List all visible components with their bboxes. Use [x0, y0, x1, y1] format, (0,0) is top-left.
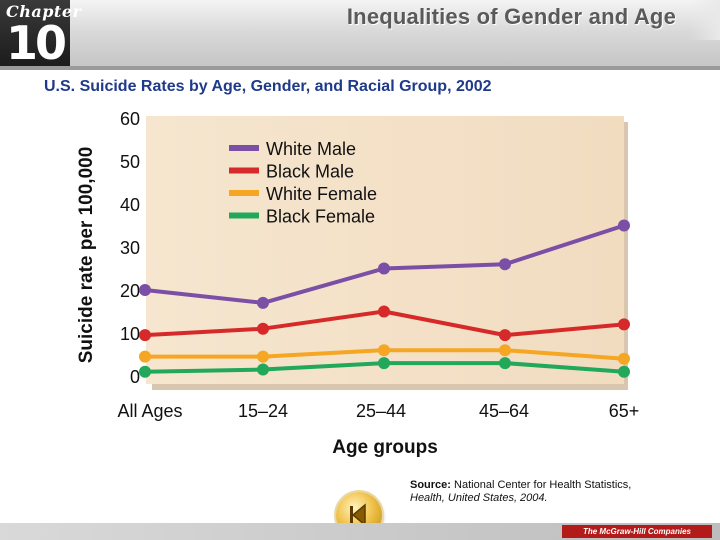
x-tick-label: 65+ — [609, 401, 640, 421]
publisher-logo: The McGraw-Hill Companies — [562, 525, 712, 538]
footer-bar — [0, 523, 720, 540]
data-point — [378, 305, 390, 318]
header-edge-decoration — [690, 0, 720, 40]
legend-swatch — [229, 212, 259, 219]
legend-label: White Female — [266, 184, 377, 204]
x-tick-label: 45–64 — [479, 401, 529, 421]
data-point — [139, 365, 151, 378]
data-point — [618, 365, 630, 378]
data-point — [139, 284, 151, 296]
data-point — [618, 318, 630, 331]
data-point — [257, 296, 269, 309]
x-tick-label: All Ages — [117, 401, 182, 421]
back-arrow-icon — [350, 503, 366, 527]
source-publication: Health, United States, 2004. — [410, 492, 548, 504]
header-divider — [0, 66, 720, 70]
y-tick-label: 20 — [120, 281, 140, 301]
data-point — [378, 262, 390, 275]
data-point — [257, 322, 269, 335]
y-tick-label: 30 — [120, 238, 140, 258]
data-point — [257, 363, 269, 376]
data-point — [139, 329, 151, 342]
data-point — [257, 350, 269, 363]
y-tick-label: 60 — [120, 109, 140, 129]
chapter-title: Inequalities of Gender and Age — [346, 4, 676, 29]
data-point — [499, 329, 511, 342]
data-point — [378, 357, 390, 370]
slide-title: U.S. Suicide Rates by Age, Gender, and R… — [44, 78, 492, 95]
chapter-number: 10 — [6, 16, 67, 70]
legend-label: Black Female — [266, 207, 375, 227]
x-tick-label: 25–44 — [356, 401, 406, 421]
line-chart: 0 10 20 30 40 50 60 All Ages 15–24 25–44 45–64 65+… — [76, 109, 640, 458]
source-text: National Center for Health Statistics, — [454, 479, 632, 491]
source-label: Source: — [410, 479, 451, 491]
data-point — [378, 344, 390, 357]
y-tick-label: 50 — [120, 152, 140, 172]
legend-label: White Male — [266, 139, 356, 159]
chapter-label: Chapter — [6, 2, 82, 21]
x-axis-label: Age groups — [332, 437, 438, 458]
legend-swatch — [229, 145, 259, 151]
legend-swatch — [229, 167, 259, 174]
legend-label: Black Male — [266, 162, 354, 182]
y-tick-label: 40 — [120, 195, 140, 215]
data-point — [139, 350, 151, 363]
legend-swatch — [229, 190, 259, 196]
y-tick-label: 0 — [130, 367, 140, 387]
header-bar: Chapter 10 Inequalities of Gender and Ag… — [0, 0, 720, 70]
y-axis-label: Suicide rate per 100,000 — [76, 147, 97, 364]
data-point — [499, 344, 511, 357]
x-tick-label: 15–24 — [238, 401, 288, 421]
data-point — [499, 258, 511, 271]
data-point — [618, 219, 630, 232]
data-point — [618, 352, 630, 365]
data-point — [499, 357, 511, 370]
source-note: Source: National Center for Health Stati… — [410, 479, 680, 505]
y-tick-label: 10 — [120, 324, 140, 344]
chapter-badge: Chapter 10 — [0, 0, 81, 70]
